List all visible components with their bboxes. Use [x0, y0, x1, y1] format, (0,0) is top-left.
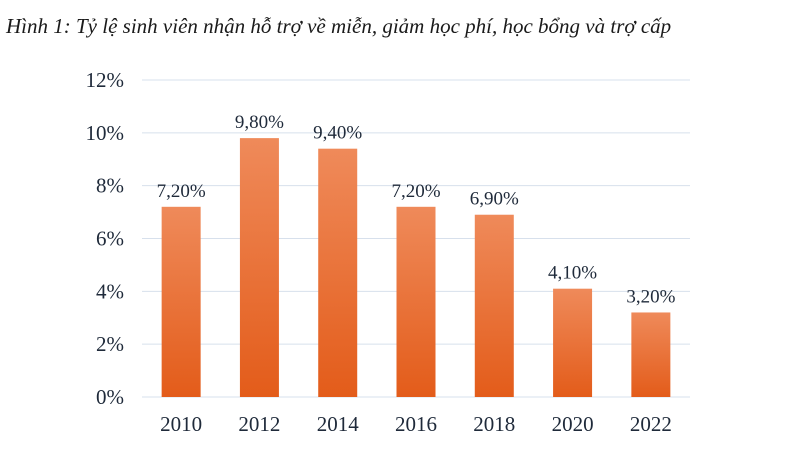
- data-label-2016: 7,20%: [391, 181, 440, 202]
- y-tick-label: 6%: [96, 227, 124, 251]
- x-tick-label-2014: 2014: [317, 412, 360, 436]
- bar-2016: [396, 206, 436, 397]
- bar-2012: [239, 138, 279, 397]
- data-labels: 7,20% 9,80% 9,40% 7,20% 6,90% 4,10% 3,20%: [157, 112, 676, 307]
- data-label-2012: 9,80%: [235, 112, 284, 133]
- data-label-2010: 7,20%: [157, 181, 206, 202]
- bar-2010: [161, 206, 201, 397]
- y-tick-label: 4%: [96, 279, 124, 303]
- y-axis-ticks: 0% 2% 4% 6% 8% 10% 12%: [86, 68, 125, 409]
- caption-label: Hình 1:: [6, 14, 71, 38]
- y-tick-label: 8%: [96, 174, 124, 198]
- x-tick-label-2016: 2016: [395, 412, 437, 436]
- y-tick-label: 12%: [86, 68, 125, 92]
- bar-2018: [474, 214, 514, 397]
- data-label-2020: 4,10%: [548, 263, 597, 284]
- bar-2014: [318, 148, 358, 397]
- y-tick-label: 10%: [86, 121, 125, 145]
- bar-2020: [553, 288, 593, 397]
- x-tick-label-2012: 2012: [238, 412, 280, 436]
- data-label-2022: 3,20%: [626, 286, 675, 307]
- y-tick-label: 2%: [96, 332, 124, 356]
- x-axis-ticks: 2010 2012 2014 2016 2018 2020 2022: [160, 412, 672, 436]
- bar-2022: [631, 312, 671, 397]
- x-tick-label-2018: 2018: [473, 412, 515, 436]
- bars: [161, 138, 671, 397]
- data-label-2014: 9,40%: [313, 123, 362, 144]
- data-label-2018: 6,90%: [470, 189, 519, 210]
- x-tick-label-2022: 2022: [630, 412, 672, 436]
- x-tick-label-2020: 2020: [552, 412, 594, 436]
- figure-caption: Hình 1: Tỷ lệ sinh viên nhận hỗ trợ về m…: [6, 14, 806, 39]
- x-tick-label-2010: 2010: [160, 412, 202, 436]
- caption-text: Tỷ lệ sinh viên nhận hỗ trợ về miễn, giả…: [70, 14, 672, 38]
- y-tick-label: 0%: [96, 385, 124, 409]
